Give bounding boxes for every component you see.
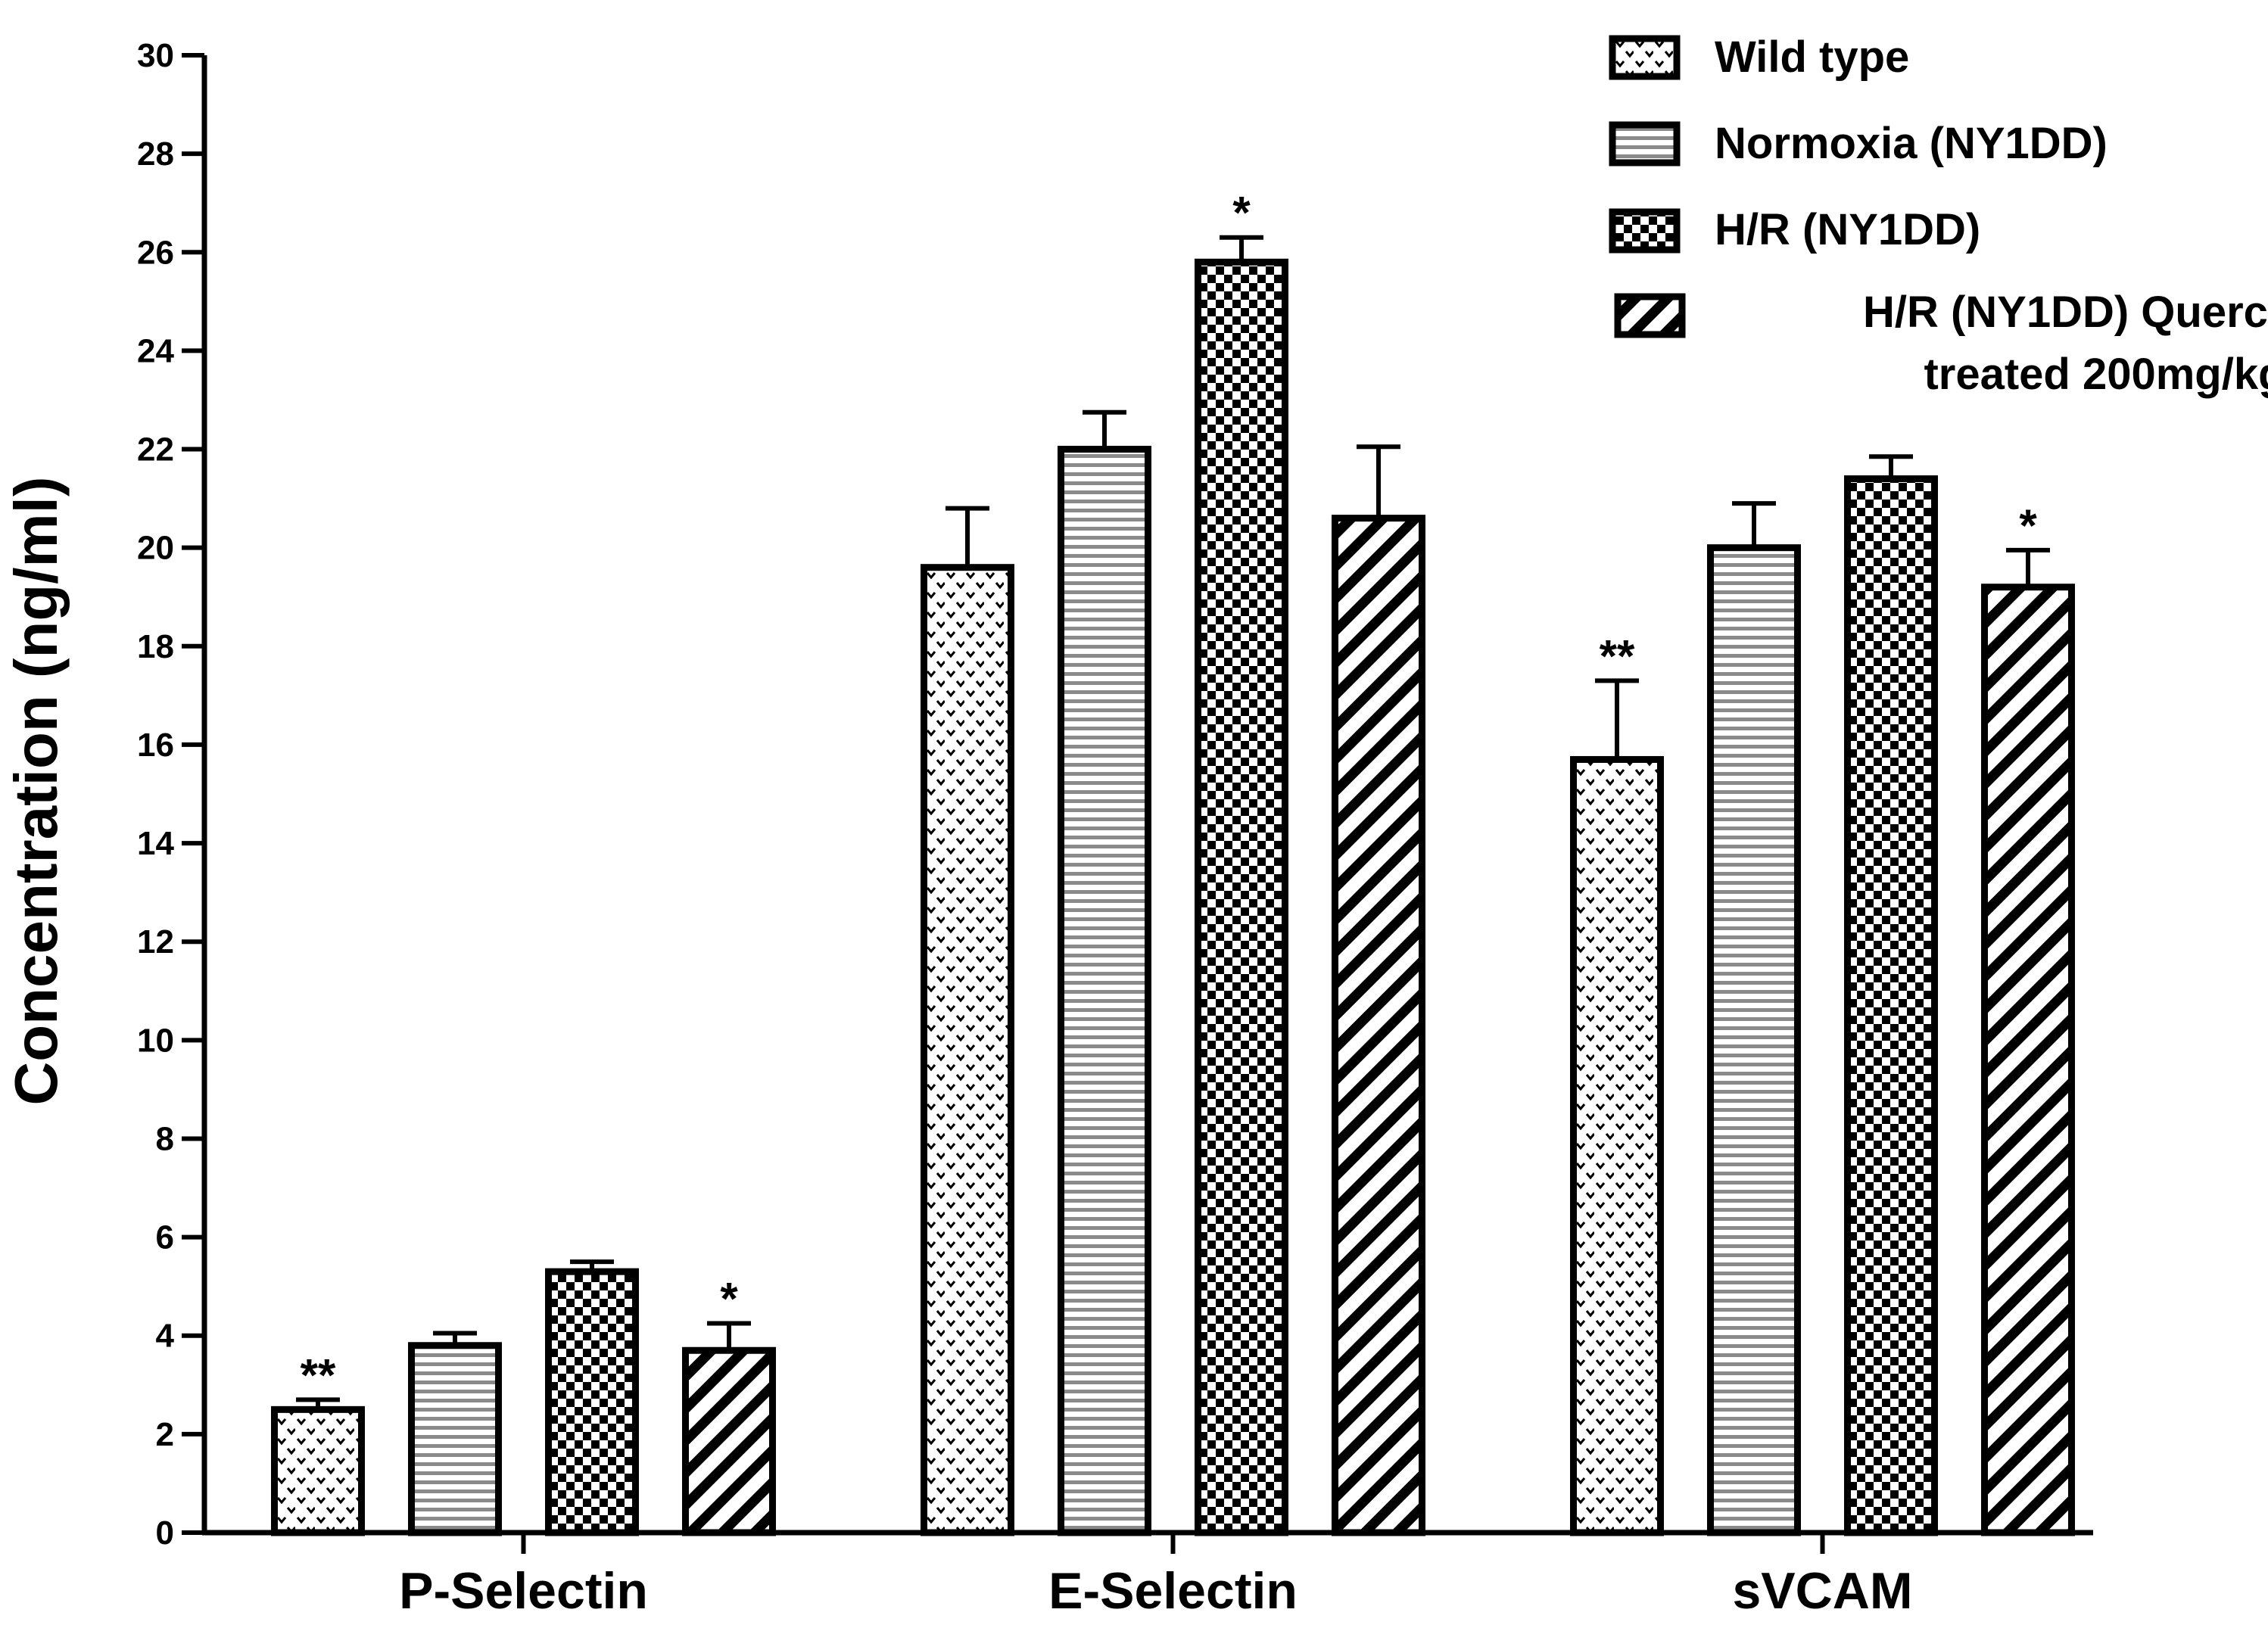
legend-swatch: [1609, 35, 1681, 80]
y-tick-label: 2: [156, 1416, 174, 1453]
legend-label: treated 200mg/kg: [1924, 350, 2268, 399]
legend-label: Normoxia (NY1DD): [1715, 119, 2108, 168]
y-tick-label: 20: [137, 530, 174, 567]
y-tick-label: 30: [137, 37, 174, 74]
category-label: P-Selectin: [399, 1562, 648, 1620]
y-tick-label: 10: [137, 1022, 174, 1059]
bar: [1570, 755, 1664, 1536]
legend-label: H/R (NY1DD): [1715, 205, 1980, 254]
legend-swatch: [1609, 208, 1681, 254]
bar: [545, 1268, 639, 1536]
y-tick-label: 16: [137, 727, 174, 764]
bar: [1195, 258, 1288, 1536]
bar: [1332, 515, 1425, 1536]
legend-label: H/R (NY1DD) Quercetin: [1863, 288, 2268, 337]
bar: [1707, 544, 1801, 1536]
y-tick-label: 18: [137, 628, 174, 665]
y-axis-title: Concentration (ng/ml): [2, 476, 70, 1105]
bar: [1981, 584, 2075, 1536]
legend-swatch: [1614, 293, 1686, 338]
bar: [408, 1342, 502, 1536]
y-tick-label: 8: [156, 1120, 174, 1157]
y-tick-label: 24: [137, 332, 174, 369]
bar: [271, 1405, 365, 1536]
significance-marker: **: [301, 1349, 336, 1400]
x-axis: P-Selectin E-Selectin sVCAM: [202, 1530, 2093, 1620]
bar: [1844, 475, 1938, 1536]
category-label: sVCAM: [1732, 1562, 1912, 1620]
category-label: E-Selectin: [1048, 1562, 1298, 1620]
bar: [1058, 446, 1151, 1536]
y-tick-label: 22: [137, 431, 174, 468]
bars: *******: [271, 188, 2075, 1536]
significance-marker: *: [2019, 500, 2037, 551]
bar: [921, 564, 1014, 1536]
significance-marker: **: [1600, 630, 1635, 681]
y-tick-label: 14: [137, 825, 174, 862]
y-tick-label: 4: [156, 1318, 175, 1355]
y-tick-label: 28: [137, 135, 174, 173]
bar: [682, 1346, 776, 1536]
y-tick-label: 0: [156, 1514, 174, 1552]
y-tick-label: 6: [156, 1219, 174, 1256]
y-tick-label: 12: [137, 923, 174, 960]
legend: Wild type Normoxia (NY1DD) H/R (NY1DD) H/R …: [1609, 33, 2268, 399]
significance-marker: *: [720, 1273, 738, 1324]
legend-label: Wild type: [1715, 33, 1909, 82]
legend-swatch: [1609, 121, 1681, 167]
significance-marker: *: [1232, 188, 1251, 238]
y-tick-label: 26: [137, 234, 174, 271]
